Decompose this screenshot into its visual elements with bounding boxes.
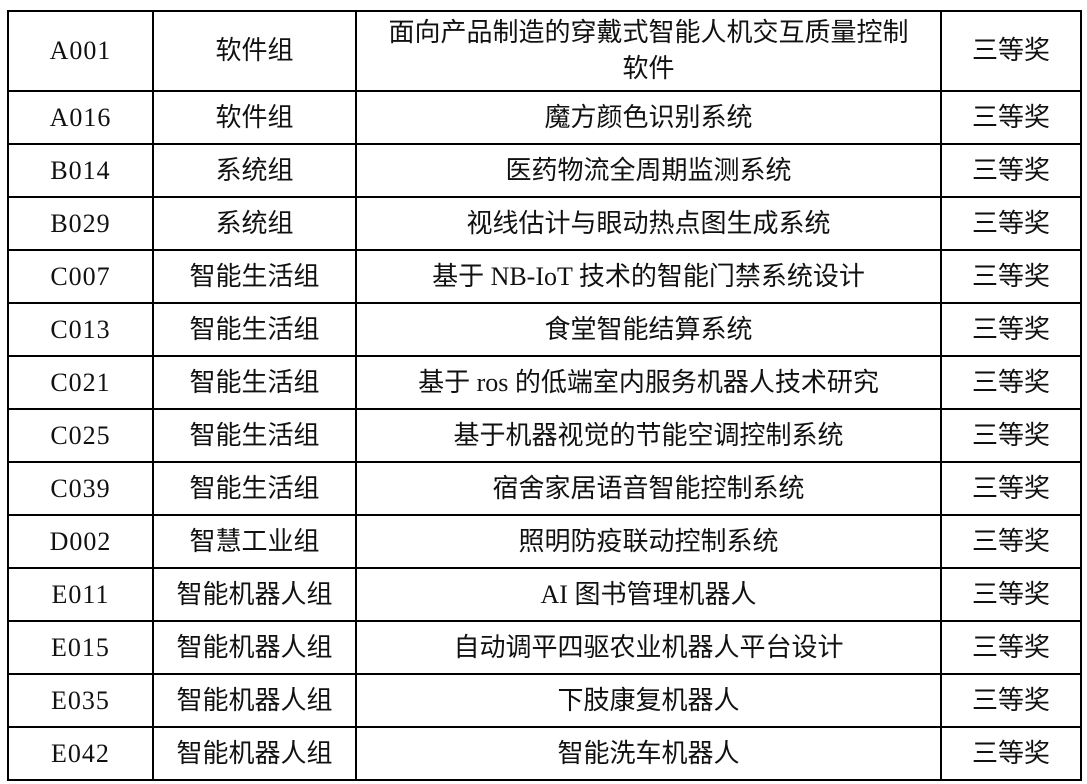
entry-code-cell: D002 [7,514,154,569]
entry-code-cell: C007 [7,249,154,304]
entry-award-cell: 三等奖 [940,726,1082,781]
entry-award-cell: 三等奖 [940,90,1082,145]
award-table-row: E035 智能机器人组 下肢康复机器人 三等奖 [7,673,1082,728]
entry-award-cell: 三等奖 [940,620,1082,675]
entry-award-cell: 三等奖 [940,355,1082,410]
entry-award-cell: 三等奖 [940,196,1082,251]
entry-code-cell: B029 [7,196,154,251]
entry-award-cell: 三等奖 [940,302,1082,357]
entry-title-cell: 基于 ros 的低端室内服务机器人技术研究 [355,355,942,410]
entry-title-cell: 基于机器视觉的节能空调控制系统 [355,408,942,463]
entry-title-cell: 食堂智能结算系统 [355,302,942,357]
entry-award-cell: 三等奖 [940,143,1082,198]
entry-award-cell: 三等奖 [940,408,1082,463]
entry-title-cell: 下肢康复机器人 [355,673,942,728]
entry-title-cell: 视线估计与眼动热点图生成系统 [355,196,942,251]
award-table-row: B014 系统组 医药物流全周期监测系统 三等奖 [7,143,1082,198]
entry-code-cell: A001 [7,10,154,92]
entry-group-cell: 系统组 [152,143,357,198]
award-table-row: C025 智能生活组 基于机器视觉的节能空调控制系统 三等奖 [7,408,1082,463]
entry-group-cell: 智能生活组 [152,249,357,304]
entry-title-cell: 魔方颜色识别系统 [355,90,942,145]
entry-code-cell: C013 [7,302,154,357]
entry-award-cell: 三等奖 [940,514,1082,569]
entry-award-cell: 三等奖 [940,567,1082,622]
entry-group-cell: 软件组 [152,90,357,145]
entry-group-cell: 智能生活组 [152,302,357,357]
awards-table-body: A001 软件组 面向产品制造的穿戴式智能人机交互质量控制 软件 三等奖 A01… [7,10,1082,781]
award-table-row: B029 系统组 视线估计与眼动热点图生成系统 三等奖 [7,196,1082,251]
entry-group-cell: 智能生活组 [152,355,357,410]
entry-award-cell: 三等奖 [940,10,1082,92]
entry-code-cell: A016 [7,90,154,145]
entry-group-cell: 智能机器人组 [152,726,357,781]
award-table-row: C013 智能生活组 食堂智能结算系统 三等奖 [7,302,1082,357]
entry-code-cell: E042 [7,726,154,781]
entry-group-cell: 智能机器人组 [152,567,357,622]
award-table-row: E011 智能机器人组 AI 图书管理机器人 三等奖 [7,567,1082,622]
entry-group-cell: 系统组 [152,196,357,251]
entry-title-cell: 医药物流全周期监测系统 [355,143,942,198]
award-table-row: D002 智慧工业组 照明防疫联动控制系统 三等奖 [7,514,1082,569]
entry-title-cell: 宿舍家居语音智能控制系统 [355,461,942,516]
entry-code-cell: E035 [7,673,154,728]
entry-title-cell: 照明防疫联动控制系统 [355,514,942,569]
award-table-row: E042 智能机器人组 智能洗车机器人 三等奖 [7,726,1082,781]
entry-code-cell: B014 [7,143,154,198]
entry-group-cell: 智能机器人组 [152,620,357,675]
entry-title-cell: 自动调平四驱农业机器人平台设计 [355,620,942,675]
entry-code-cell: E015 [7,620,154,675]
entry-code-cell: C025 [7,408,154,463]
entry-code-cell: E011 [7,567,154,622]
entry-title-cell: 基于 NB-IoT 技术的智能门禁系统设计 [355,249,942,304]
award-table-row: C007 智能生活组 基于 NB-IoT 技术的智能门禁系统设计 三等奖 [7,249,1082,304]
entry-code-cell: C021 [7,355,154,410]
entry-award-cell: 三等奖 [940,249,1082,304]
entry-group-cell: 智慧工业组 [152,514,357,569]
entry-award-cell: 三等奖 [940,461,1082,516]
entry-group-cell: 智能生活组 [152,461,357,516]
award-table-row: A016 软件组 魔方颜色识别系统 三等奖 [7,90,1082,145]
entry-code-cell: C039 [7,461,154,516]
entry-title-cell: 面向产品制造的穿戴式智能人机交互质量控制 软件 [355,10,942,92]
entry-group-cell: 智能生活组 [152,408,357,463]
entry-group-cell: 软件组 [152,10,357,92]
award-table-row: C021 智能生活组 基于 ros 的低端室内服务机器人技术研究 三等奖 [7,355,1082,410]
award-table-row: E015 智能机器人组 自动调平四驱农业机器人平台设计 三等奖 [7,620,1082,675]
entry-award-cell: 三等奖 [940,673,1082,728]
entry-title-cell: 智能洗车机器人 [355,726,942,781]
award-table-row: A001 软件组 面向产品制造的穿戴式智能人机交互质量控制 软件 三等奖 [7,10,1082,92]
awards-table: A001 软件组 面向产品制造的穿戴式智能人机交互质量控制 软件 三等奖 A01… [7,10,1082,781]
entry-group-cell: 智能机器人组 [152,673,357,728]
entry-title-cell: AI 图书管理机器人 [355,567,942,622]
award-table-row: C039 智能生活组 宿舍家居语音智能控制系统 三等奖 [7,461,1082,516]
